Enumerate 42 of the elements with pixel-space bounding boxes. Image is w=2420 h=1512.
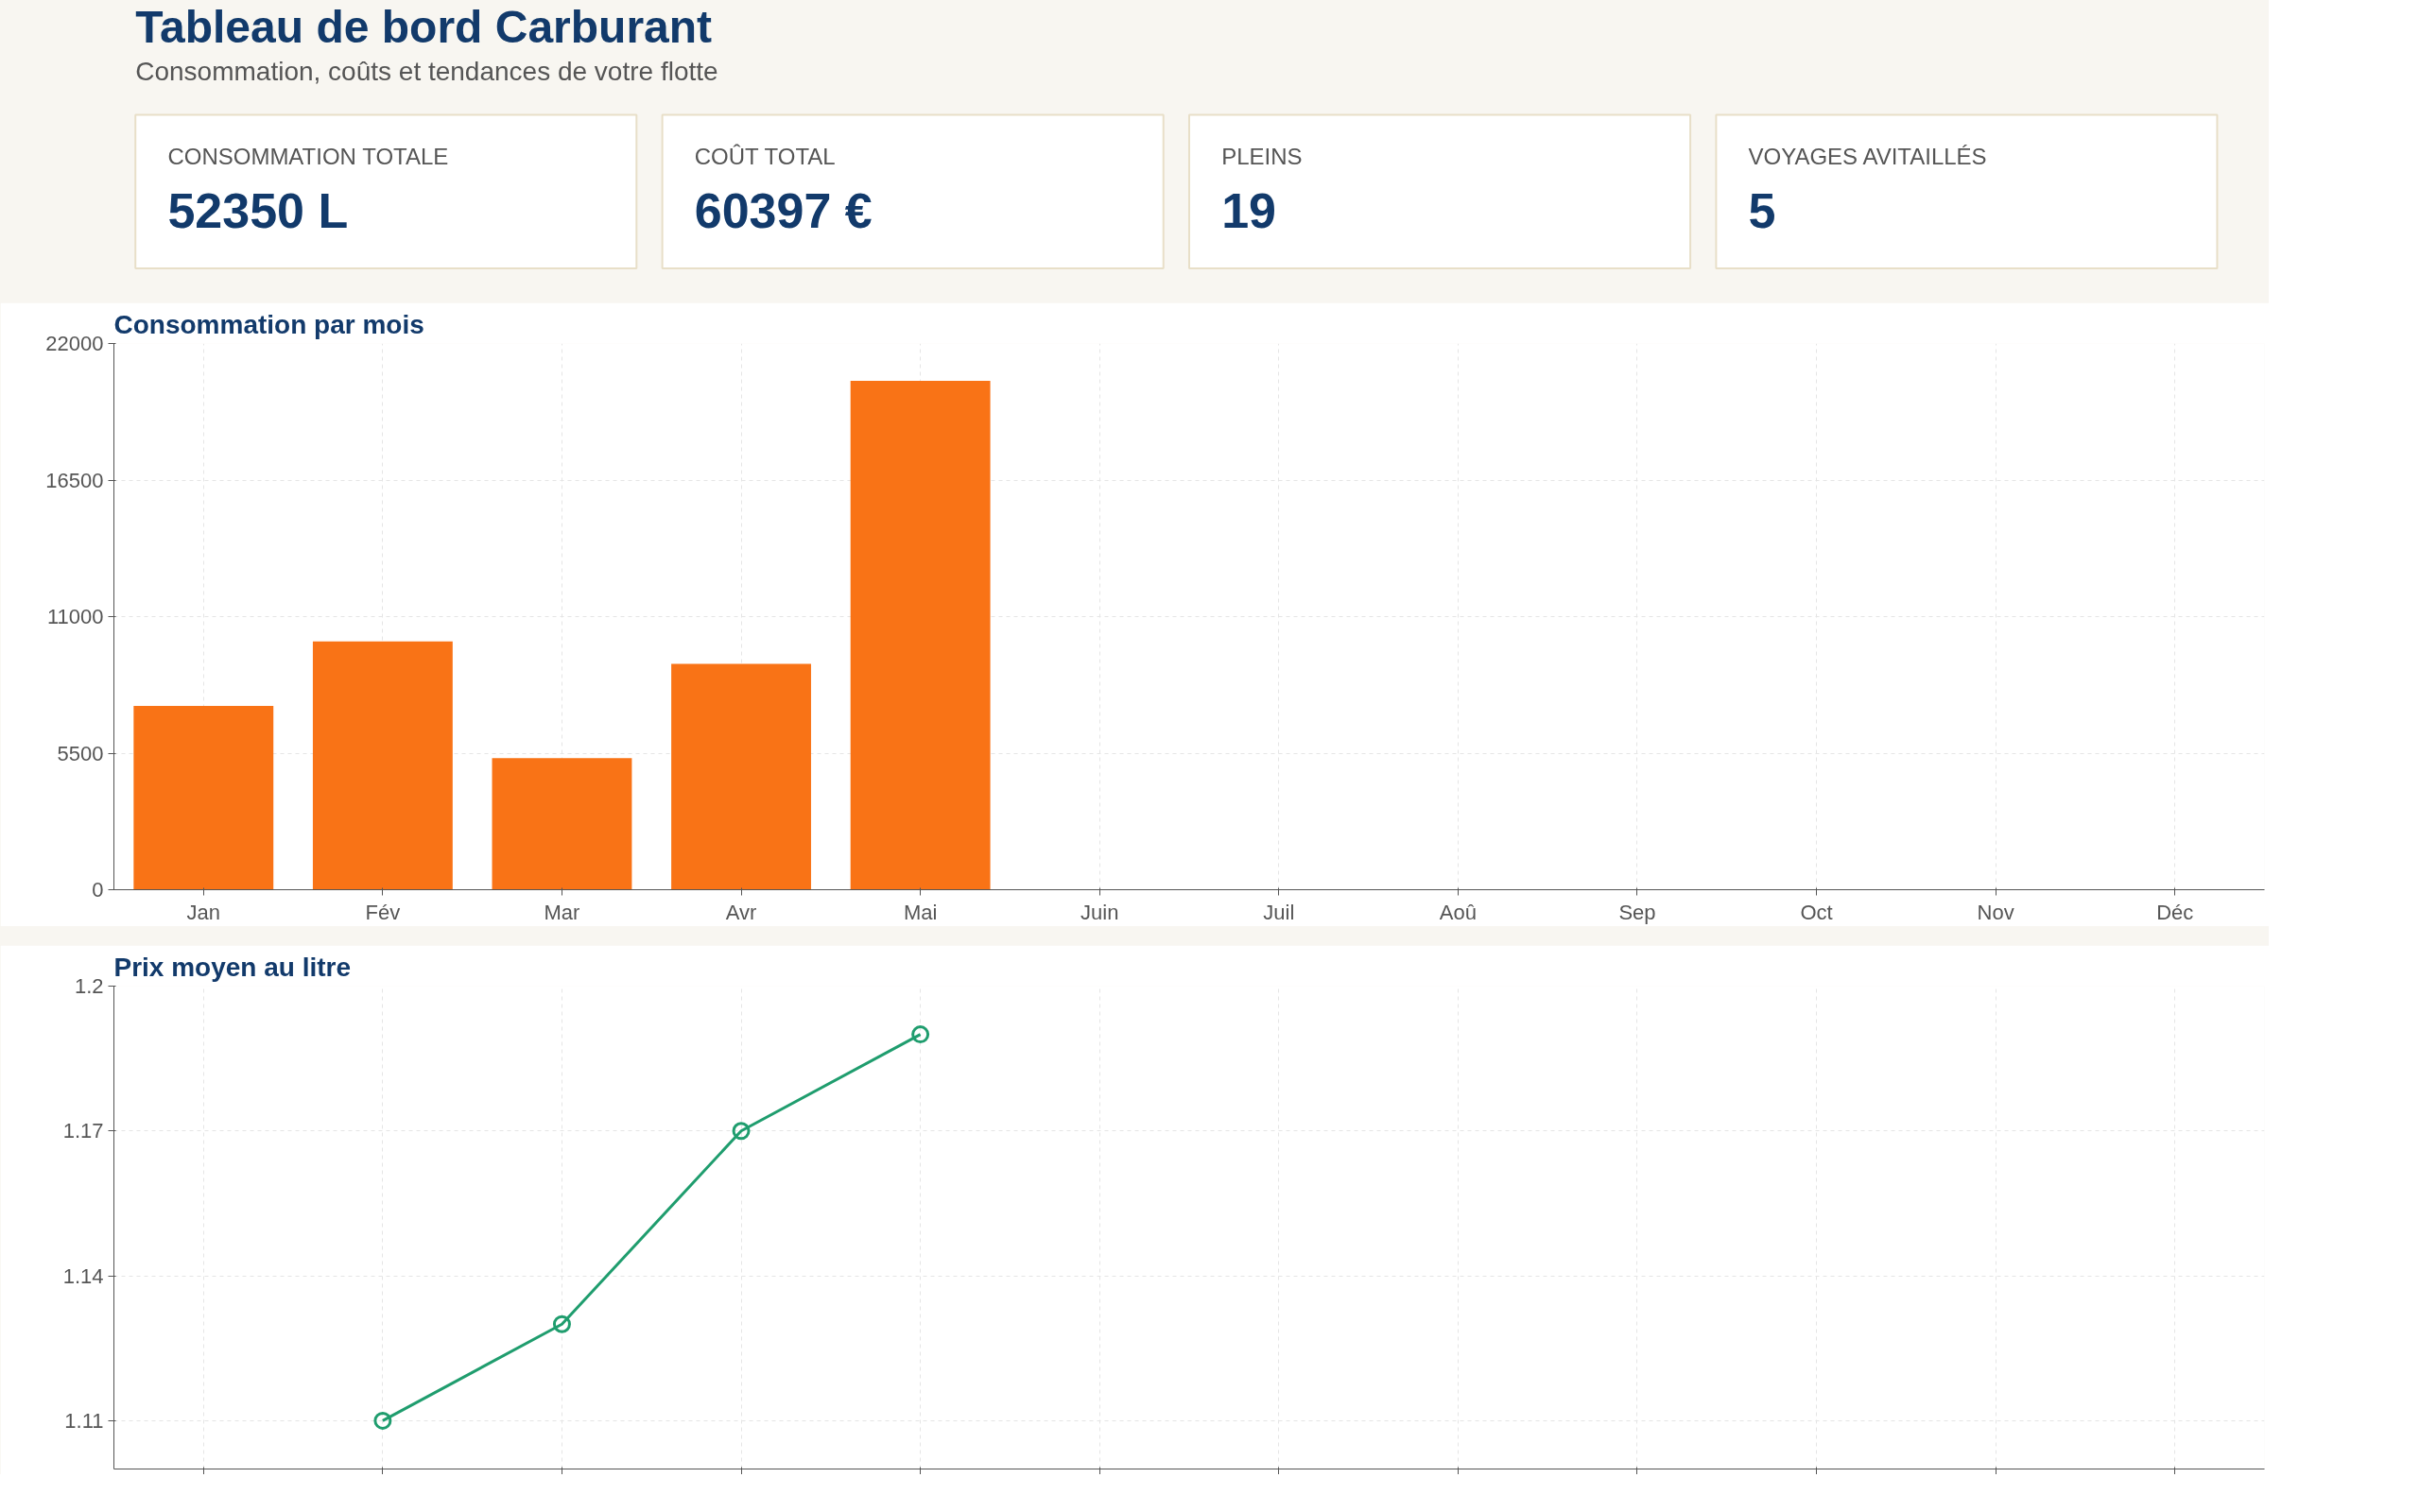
- point: [373, 1411, 392, 1430]
- x-tick-label: Juin: [1080, 900, 1119, 924]
- y-tick-label: 16500: [45, 468, 104, 492]
- text: 19: [1221, 183, 1276, 238]
- x-tick-label: Oct: [1800, 900, 1833, 924]
- y-tick-label: 1.11: [64, 1408, 104, 1433]
- point: [552, 1314, 571, 1333]
- x-tick-label: Sep: [1618, 900, 1656, 924]
- x-tick-label: Nov: [1977, 900, 2014, 924]
- y-tick-label: 22000: [45, 332, 104, 355]
- bar: [133, 706, 274, 890]
- text: CONSOMMATION TOTALE: [167, 143, 449, 169]
- y-tick-label: 1.2: [74, 974, 104, 998]
- point: [732, 1122, 751, 1141]
- text: 60397 €: [694, 183, 873, 238]
- text: VOYAGES AVITAILLÉS: [1748, 143, 1987, 169]
- y-tick-label: 11000: [46, 605, 104, 628]
- text: Tableau de bord Carburant: [135, 2, 713, 53]
- x-tick-label: Mar: [544, 900, 580, 924]
- text: Consommation, coûts et tendances de votre flotte: [135, 56, 718, 86]
- text: PLEINS: [1221, 143, 1303, 169]
- bar: [492, 758, 632, 890]
- x-tick-label: Juil: [1263, 900, 1295, 924]
- y-tick-label: 1.14: [62, 1263, 104, 1288]
- bar: [312, 641, 453, 890]
- x-tick-label: Mai: [903, 900, 938, 924]
- text: 5: [1748, 183, 1776, 238]
- x-tick-label: Avr: [725, 900, 757, 924]
- y-tick-label: 0: [92, 878, 104, 902]
- x-tick-label: Aoû: [1439, 900, 1477, 924]
- bar: [850, 380, 991, 890]
- text: 52350 L: [167, 183, 349, 238]
- bar: [671, 663, 811, 890]
- chart-title: Prix moyen au litre: [113, 952, 352, 982]
- text: COÛT TOTAL: [694, 143, 836, 169]
- point: [911, 1025, 930, 1044]
- x-tick-label: Jan: [186, 900, 221, 924]
- y-tick-label: 5500: [57, 741, 104, 765]
- y-tick-label: 1.17: [62, 1119, 104, 1143]
- x-tick-label: Fév: [365, 900, 401, 924]
- chart-title: Consommation par mois: [113, 309, 424, 339]
- x-tick-label: Déc: [2156, 900, 2194, 924]
